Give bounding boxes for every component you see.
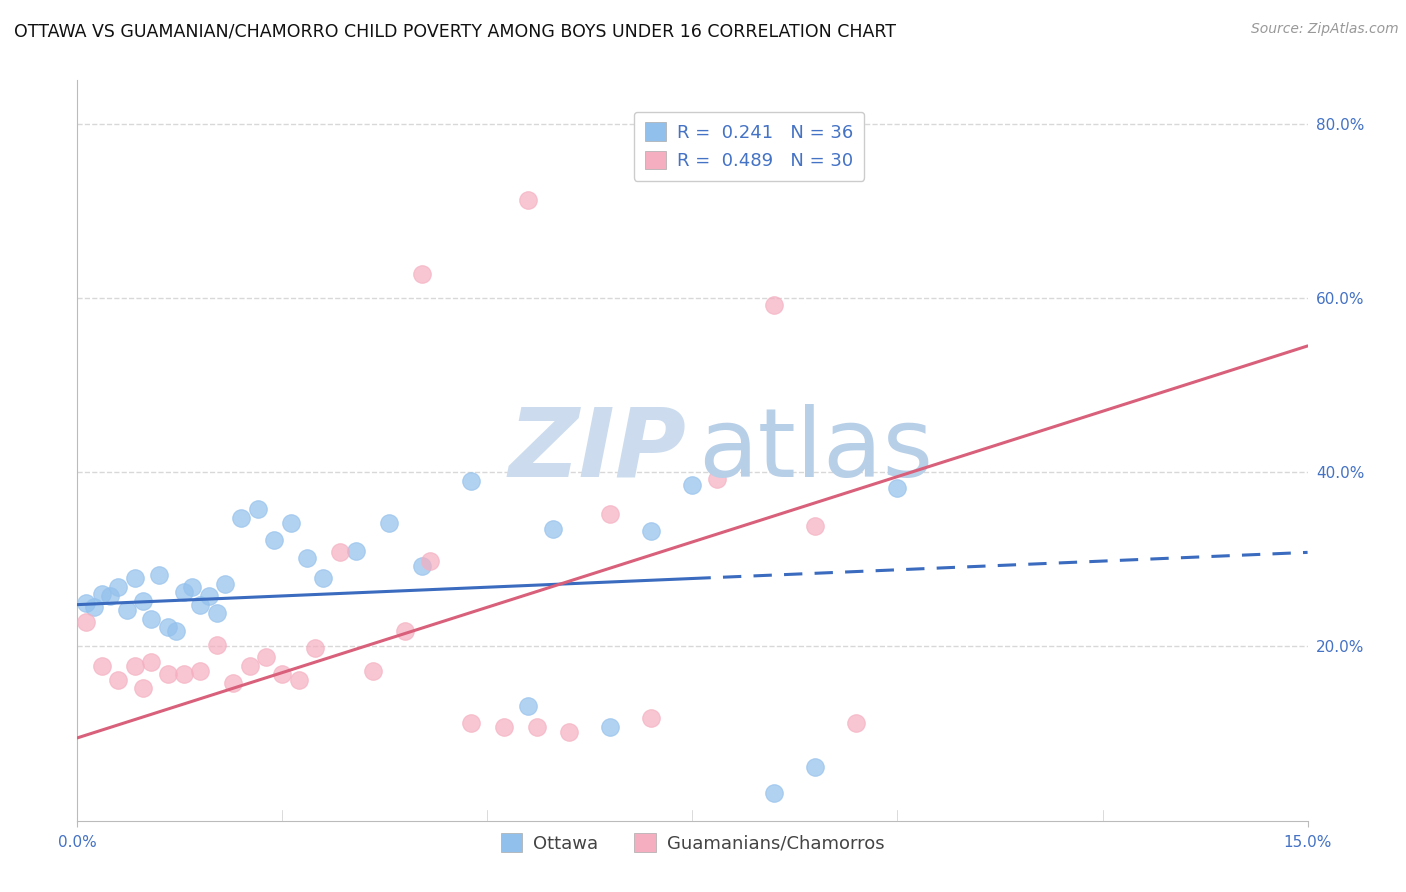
Point	[886, 481, 908, 495]
Point	[460, 716, 482, 731]
Point	[344, 543, 367, 558]
Point	[526, 720, 548, 734]
Point	[156, 667, 179, 681]
Point	[205, 638, 228, 652]
Point	[312, 572, 335, 586]
Point	[188, 598, 212, 612]
Point	[492, 720, 515, 734]
Point	[763, 786, 786, 800]
Point	[361, 664, 384, 678]
Point	[411, 267, 433, 281]
Point	[640, 711, 662, 725]
Point	[90, 587, 114, 601]
Point	[295, 550, 318, 565]
Point	[115, 603, 138, 617]
Point	[288, 673, 311, 687]
Point	[75, 615, 97, 629]
Point	[214, 576, 236, 591]
Point	[141, 611, 163, 625]
Point	[271, 667, 294, 681]
Point	[541, 522, 564, 536]
Legend: Ottawa, Guamanians/Chamorros: Ottawa, Guamanians/Chamorros	[494, 826, 891, 860]
Point	[132, 681, 155, 696]
Point	[394, 624, 416, 638]
Point	[188, 664, 212, 678]
Point	[156, 620, 179, 634]
Point	[165, 624, 187, 638]
Point	[517, 194, 540, 208]
Point	[517, 698, 540, 713]
Point	[682, 478, 704, 492]
Point	[706, 472, 728, 486]
Point	[329, 545, 352, 559]
Point	[599, 507, 621, 521]
Point	[378, 516, 401, 530]
Point	[845, 716, 868, 731]
Point	[141, 655, 163, 669]
Text: OTTAWA VS GUAMANIAN/CHAMORRO CHILD POVERTY AMONG BOYS UNDER 16 CORRELATION CHART: OTTAWA VS GUAMANIAN/CHAMORRO CHILD POVER…	[14, 22, 896, 40]
Point	[419, 554, 441, 568]
Point	[254, 649, 277, 664]
Text: ZIP: ZIP	[509, 404, 686, 497]
Point	[75, 596, 97, 610]
Point	[173, 585, 195, 599]
Point	[132, 594, 155, 608]
Point	[98, 589, 121, 603]
Point	[280, 516, 302, 530]
Point	[124, 572, 146, 586]
Text: atlas: atlas	[699, 404, 934, 497]
Point	[197, 589, 219, 603]
Point	[173, 667, 195, 681]
Point	[411, 559, 433, 574]
Point	[205, 607, 228, 621]
Point	[640, 524, 662, 539]
Point	[107, 673, 129, 687]
Point	[181, 580, 204, 594]
Point	[460, 474, 482, 488]
Point	[804, 759, 827, 773]
Point	[148, 568, 170, 582]
Point	[599, 720, 621, 734]
Point	[83, 600, 105, 615]
Point	[246, 501, 269, 516]
Text: Source: ZipAtlas.com: Source: ZipAtlas.com	[1251, 22, 1399, 37]
Point	[107, 580, 129, 594]
Point	[304, 641, 326, 656]
Point	[763, 298, 786, 312]
Point	[90, 658, 114, 673]
Point	[239, 658, 262, 673]
Point	[222, 676, 245, 690]
Point	[558, 724, 581, 739]
Point	[263, 533, 285, 548]
Point	[804, 519, 827, 533]
Point	[231, 510, 253, 524]
Point	[124, 658, 146, 673]
